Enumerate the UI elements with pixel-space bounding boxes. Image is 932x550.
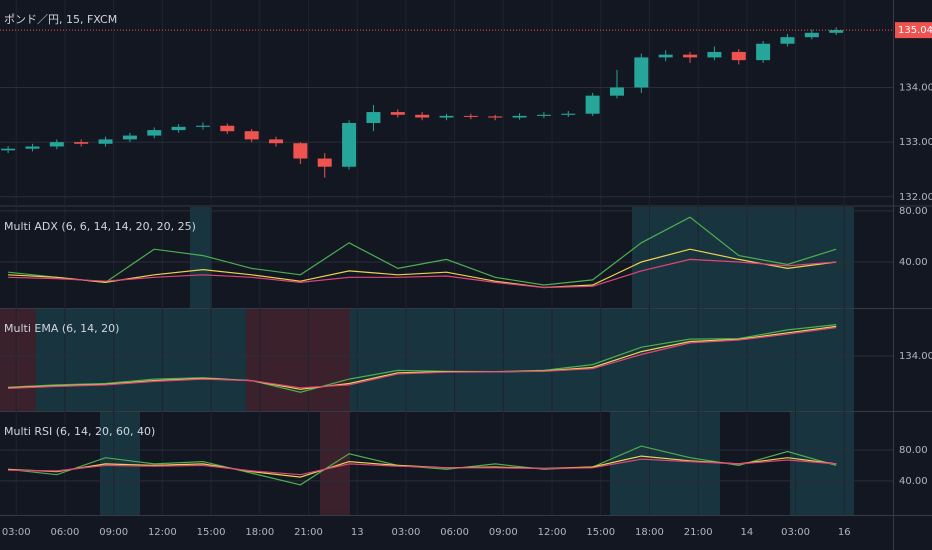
- series-line: [8, 248, 837, 289]
- candle-body: [585, 95, 600, 114]
- series-line: [8, 458, 837, 476]
- last-price-box: [895, 22, 932, 39]
- candle-body: [74, 142, 89, 144]
- rsi-zone: [610, 412, 720, 515]
- candle-body: [1, 148, 16, 151]
- candle-body: [415, 114, 430, 118]
- x-tick-label: 16: [838, 527, 851, 538]
- last-price-label: 135.049: [898, 25, 932, 36]
- candle-body: [220, 125, 235, 132]
- candle-body: [342, 123, 357, 167]
- y-tick-label: 80.00: [899, 206, 928, 217]
- series-line: [8, 258, 837, 289]
- ema-zone: [0, 309, 36, 411]
- x-tick-label: 09:00: [99, 527, 128, 538]
- x-tick-label: 15:00: [197, 527, 226, 538]
- y-tick-label: 40.00: [899, 476, 928, 487]
- candle-body: [634, 57, 649, 88]
- panel-title: ポンド／円, 15, FXCM: [4, 13, 117, 26]
- candle-body: [683, 54, 698, 58]
- candle-body: [829, 30, 844, 33]
- x-tick-label: 21:00: [294, 527, 323, 538]
- candle-body: [609, 87, 624, 96]
- series-line: [8, 324, 837, 393]
- x-tick-label: 15:00: [586, 527, 615, 538]
- x-tick-label: 03:00: [391, 527, 420, 538]
- candle-body: [780, 37, 795, 44]
- candle-body: [731, 51, 746, 61]
- y-tick-label: 40.00: [899, 257, 928, 268]
- y-tick-label: 132.000: [899, 192, 932, 203]
- ema-zone: [350, 309, 854, 411]
- x-tick-label: 18:00: [635, 527, 664, 538]
- x-tick-label: 12:00: [148, 527, 177, 538]
- y-tick-label: 80.00: [899, 445, 928, 456]
- rsi-zone: [790, 412, 854, 515]
- candle-body: [49, 142, 64, 147]
- x-tick-label: 21:00: [684, 527, 713, 538]
- series-line: [8, 326, 837, 389]
- x-tick-label: 06:00: [440, 527, 469, 538]
- series-line: [8, 216, 837, 286]
- adx-zone: [632, 207, 854, 308]
- x-tick-label: 03:00: [2, 527, 31, 538]
- candle-body: [171, 126, 186, 131]
- candle-body: [317, 158, 332, 167]
- y-tick-label: 134.000: [899, 351, 932, 362]
- candle-body: [756, 43, 771, 61]
- candle-body: [98, 139, 113, 144]
- candle-body: [366, 112, 381, 123]
- candle-body: [512, 115, 527, 118]
- x-tick-label: 09:00: [489, 527, 518, 538]
- x-tick-label: 18:00: [245, 527, 274, 538]
- candle-body: [390, 112, 405, 115]
- candle-body: [244, 131, 259, 140]
- candle-body: [195, 125, 210, 127]
- y-tick-label: 133.000: [899, 137, 932, 148]
- x-tick-label: 13: [351, 527, 364, 538]
- candle-body: [463, 115, 478, 117]
- series-line: [8, 325, 837, 390]
- adx-zone: [190, 207, 212, 308]
- candle-body: [488, 116, 503, 118]
- panel-title: Multi EMA (6, 14, 20): [4, 322, 119, 335]
- x-tick-label: 03:00: [781, 527, 810, 538]
- ema-zone: [246, 309, 350, 411]
- candle-body: [293, 143, 308, 159]
- candle-body: [147, 130, 162, 136]
- candle-body: [269, 139, 284, 144]
- panel-title: Multi RSI (6, 14, 20, 60, 40): [4, 425, 155, 438]
- candle-body: [536, 114, 551, 116]
- candle-body: [439, 115, 454, 118]
- x-tick-label: 14: [741, 527, 754, 538]
- candle-body: [707, 51, 722, 58]
- candle-body: [122, 135, 137, 140]
- x-tick-label: 12:00: [538, 527, 567, 538]
- grid: [0, 0, 893, 515]
- candle-body: [25, 146, 40, 149]
- candle-body: [561, 113, 576, 115]
- candle-body: [658, 54, 673, 58]
- y-tick-label: 134.000: [899, 82, 932, 93]
- panel-title: Multi ADX (6, 6, 14, 14, 20, 20, 25): [4, 220, 196, 233]
- candle-body: [804, 32, 819, 38]
- rsi-zone: [320, 412, 350, 515]
- x-tick-label: 06:00: [51, 527, 80, 538]
